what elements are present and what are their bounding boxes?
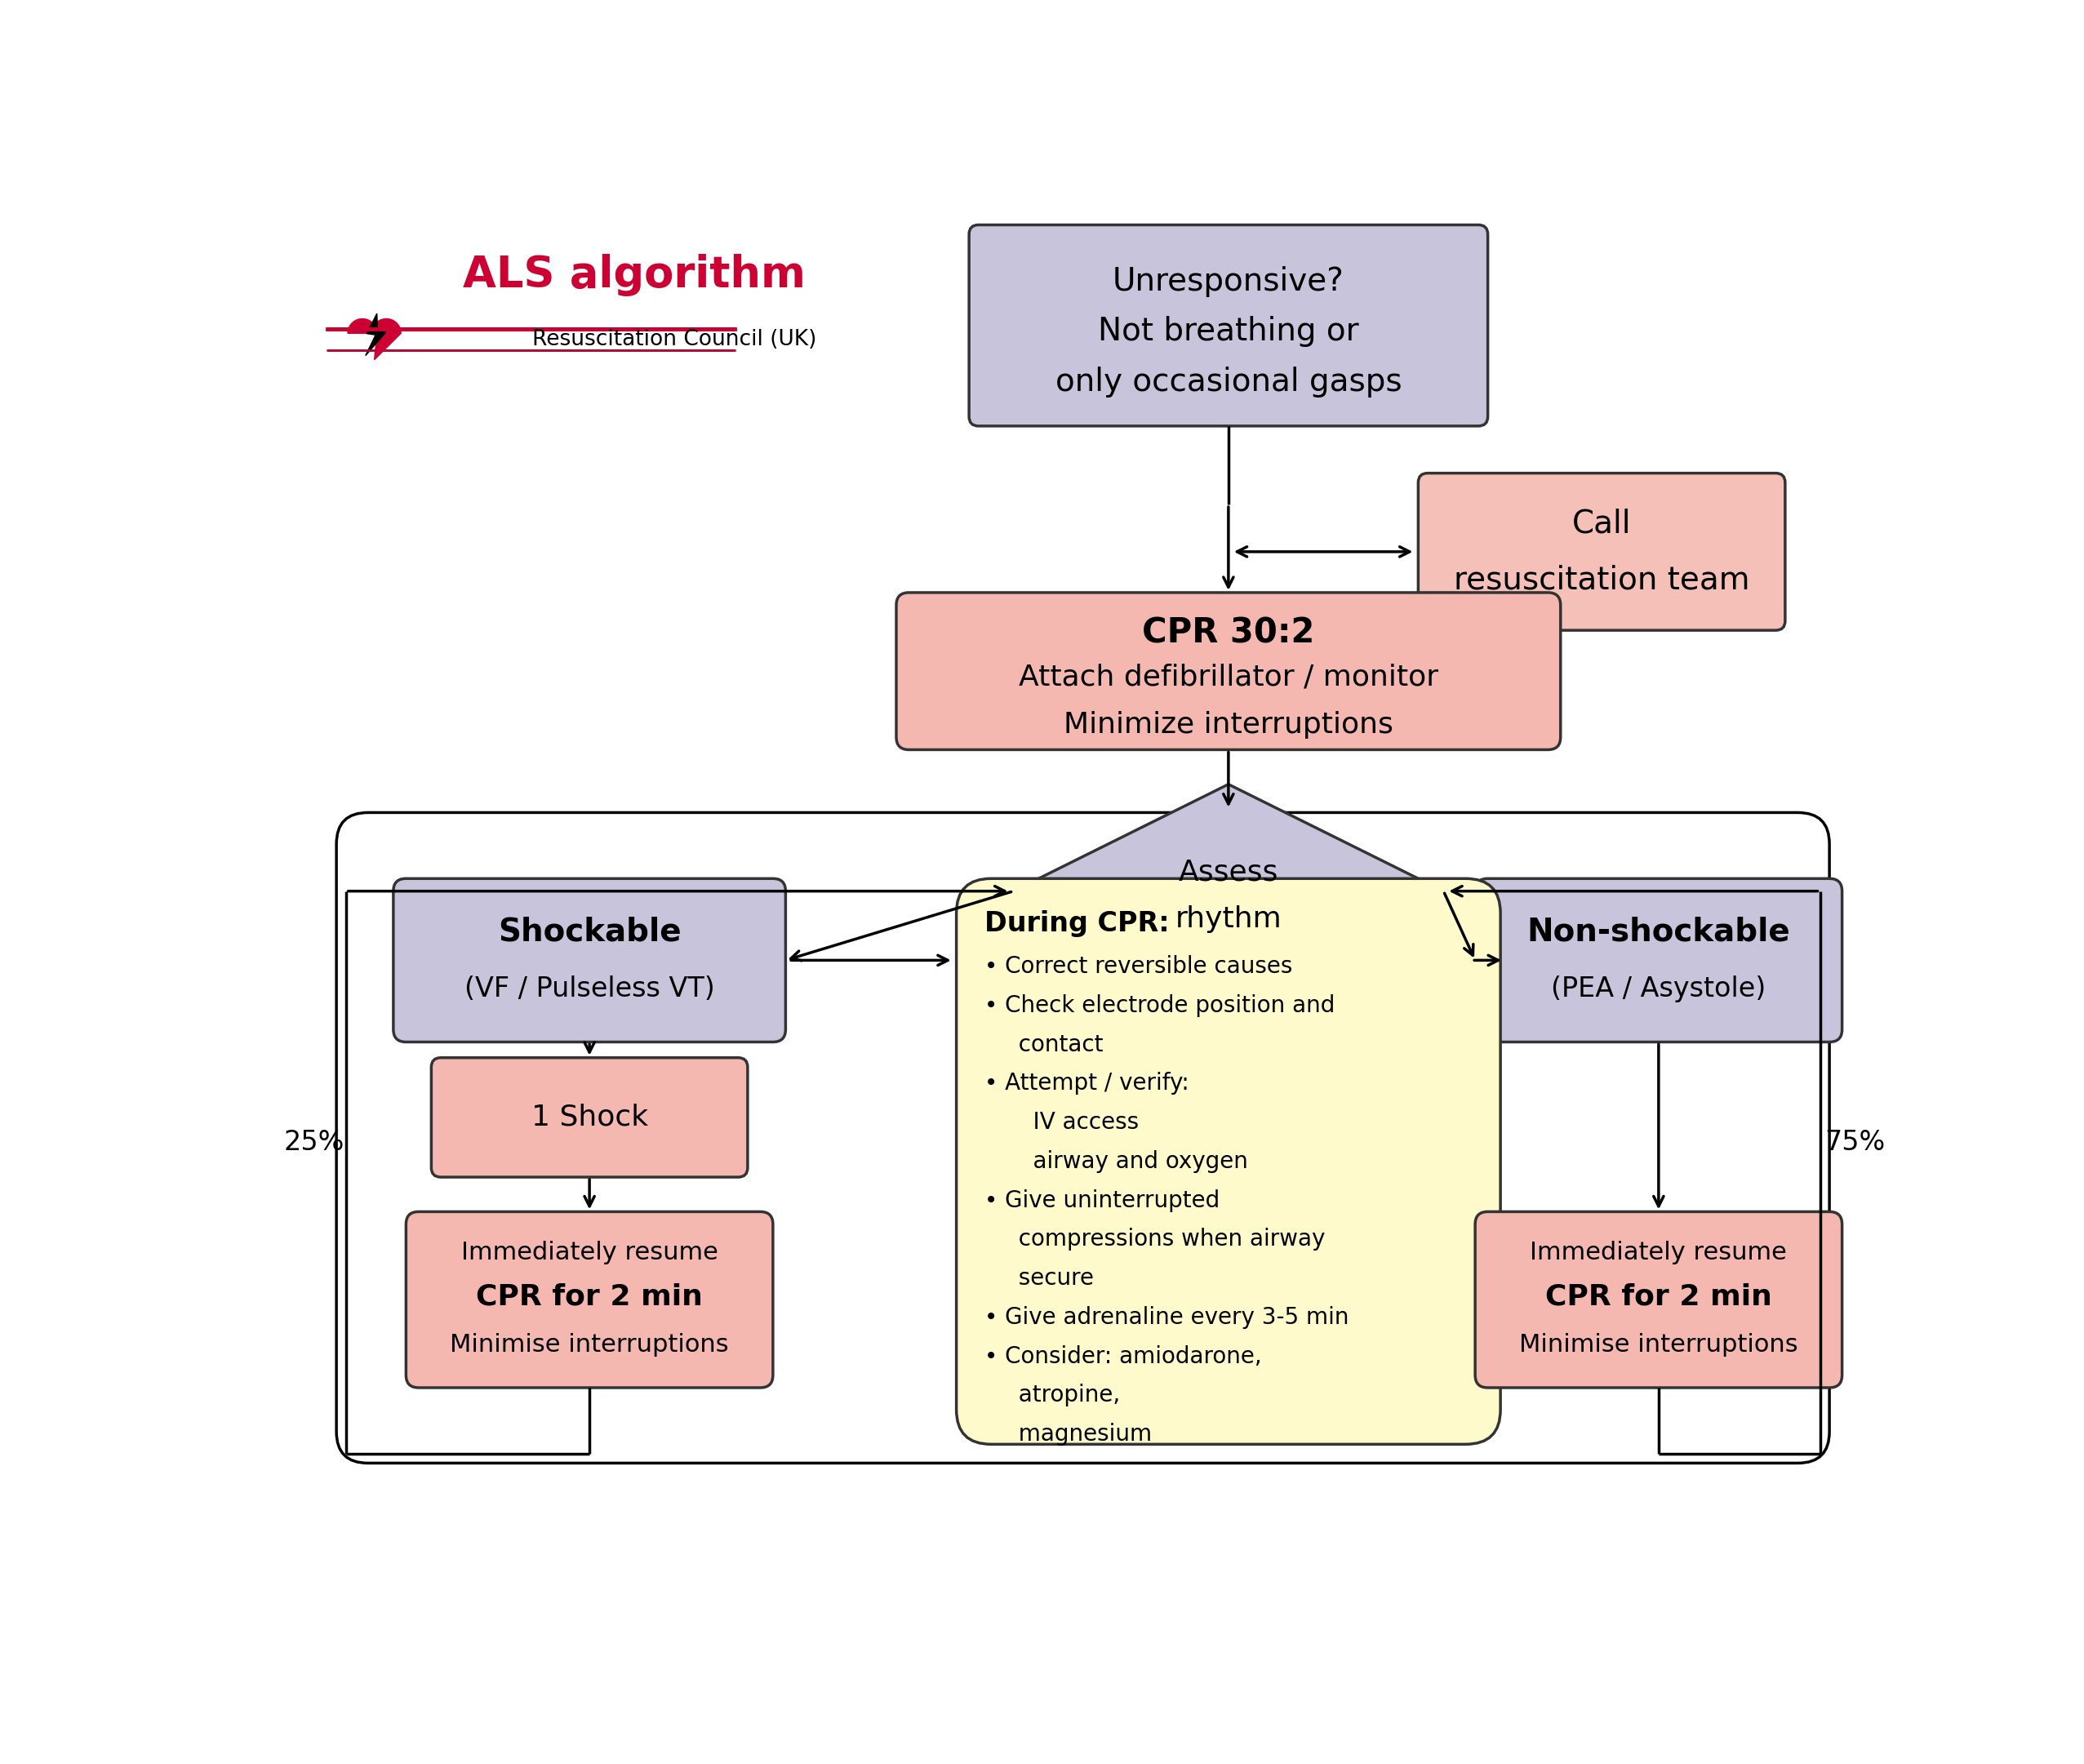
Polygon shape [365, 314, 386, 356]
Text: 1 Shock: 1 Shock [531, 1104, 648, 1131]
Text: secure: secure [1004, 1267, 1094, 1289]
Text: magnesium: magnesium [1004, 1424, 1152, 1446]
Text: • Give uninterrupted: • Give uninterrupted [986, 1189, 1219, 1212]
Text: • Consider: amiodarone,: • Consider: amiodarone, [986, 1344, 1263, 1367]
Text: • Attempt / verify:: • Attempt / verify: [986, 1073, 1190, 1095]
FancyBboxPatch shape [1475, 878, 1842, 1043]
Text: Unresponsive?: Unresponsive? [1113, 266, 1344, 296]
Text: • Check electrode position and: • Check electrode position and [986, 995, 1336, 1018]
Polygon shape [1013, 785, 1444, 998]
Text: Assess: Assess [1177, 859, 1277, 886]
Text: Non-shockable: Non-shockable [1528, 917, 1790, 947]
Text: Attach defibrillator / monitor: Attach defibrillator / monitor [1019, 663, 1438, 691]
Text: IV access: IV access [1004, 1111, 1138, 1134]
FancyBboxPatch shape [394, 878, 786, 1043]
Text: Minimize interruptions: Minimize interruptions [1063, 711, 1394, 739]
Text: (PEA / Asystole): (PEA / Asystole) [1550, 975, 1765, 1002]
Text: Not breathing or: Not breathing or [1098, 316, 1359, 348]
FancyBboxPatch shape [1475, 1212, 1842, 1388]
Text: During CPR:: During CPR: [986, 910, 1169, 937]
Text: resuscitation team: resuscitation team [1455, 564, 1751, 596]
Text: • Correct reversible causes: • Correct reversible causes [986, 956, 1292, 977]
Text: CPR for 2 min: CPR for 2 min [1544, 1282, 1771, 1311]
Text: rhythm: rhythm [1175, 905, 1282, 933]
Text: Immediately resume: Immediately resume [1530, 1240, 1788, 1265]
Text: Resuscitation Council (UK): Resuscitation Council (UK) [534, 330, 817, 351]
Text: only occasional gasps: only occasional gasps [1055, 367, 1403, 397]
Text: CPR for 2 min: CPR for 2 min [475, 1282, 702, 1311]
Text: compressions when airway: compressions when airway [1004, 1228, 1325, 1251]
Text: 75%: 75% [1824, 1129, 1886, 1155]
Text: Call: Call [1571, 508, 1632, 540]
FancyBboxPatch shape [969, 224, 1488, 427]
FancyBboxPatch shape [1419, 473, 1786, 630]
Text: CPR 30:2: CPR 30:2 [1142, 616, 1315, 651]
Text: Shockable: Shockable [498, 917, 681, 947]
Text: airway and oxygen: airway and oxygen [1004, 1150, 1248, 1173]
Text: Minimise interruptions: Minimise interruptions [1519, 1334, 1798, 1357]
FancyBboxPatch shape [431, 1058, 748, 1177]
Text: 25%: 25% [283, 1129, 344, 1155]
Text: Immediately resume: Immediately resume [461, 1240, 719, 1265]
Text: Minimise interruptions: Minimise interruptions [450, 1334, 729, 1357]
FancyBboxPatch shape [957, 878, 1500, 1445]
Text: • Give adrenaline every 3-5 min: • Give adrenaline every 3-5 min [986, 1305, 1348, 1328]
Text: atropine,: atropine, [1004, 1385, 1119, 1406]
FancyBboxPatch shape [896, 593, 1561, 750]
Text: ALS algorithm: ALS algorithm [463, 254, 807, 296]
Polygon shape [348, 319, 400, 360]
Text: contact: contact [1004, 1034, 1102, 1057]
Text: (VF / Pulseless VT): (VF / Pulseless VT) [465, 975, 715, 1002]
FancyBboxPatch shape [406, 1212, 773, 1388]
